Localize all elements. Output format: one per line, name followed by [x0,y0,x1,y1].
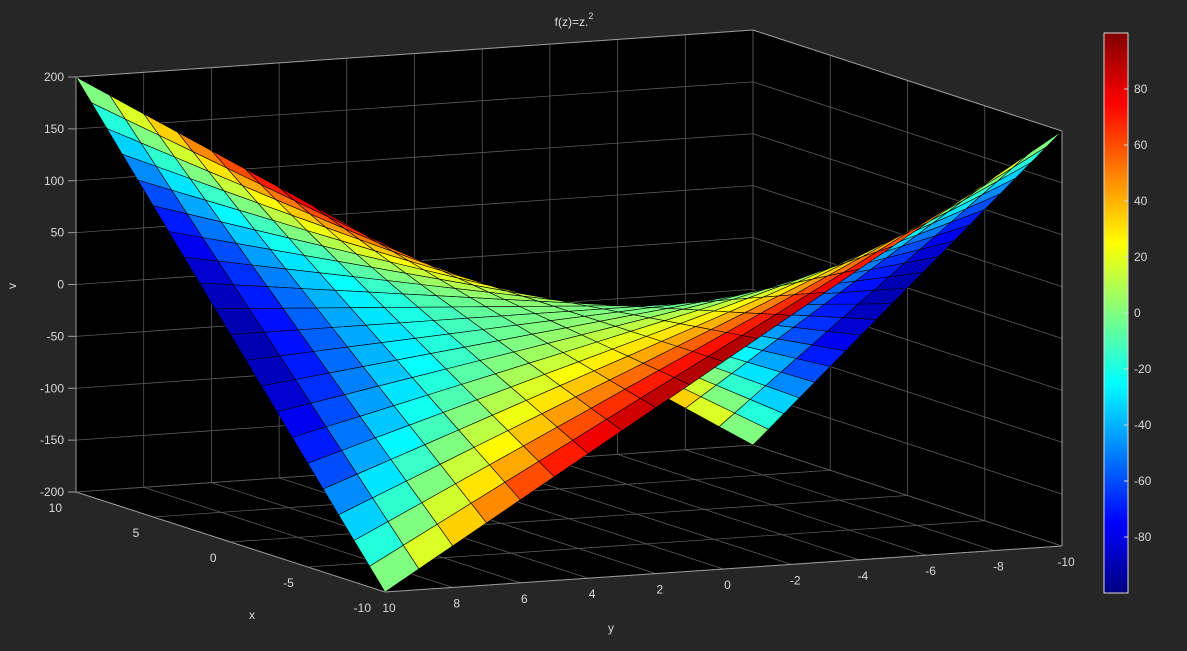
colorbar-tick-label: -80 [1134,530,1152,544]
y-tick-label: 8 [453,596,460,610]
colorbar-tick-label: -60 [1134,474,1152,488]
y-tick-label: 2 [656,583,663,597]
x-tick-label: 10 [49,501,63,515]
colorbar-tick-label: 60 [1134,138,1148,152]
z-tick-label: 50 [51,226,65,240]
y-tick-label: -4 [858,569,869,583]
surface-mesh [75,76,1063,593]
z-tick-label: 150 [44,122,64,136]
z-tick-label: -200 [40,485,64,499]
colorbar-tick-label: 40 [1134,194,1148,208]
x-tick-label: -5 [283,576,294,590]
y-tick-label: 4 [589,587,596,601]
colorbar[interactable]: -80 -60 -40 -20 0 20 40 60 80 [1103,32,1152,594]
colorbar-tick-label: 20 [1134,250,1148,264]
y-tick-label: -10 [1057,555,1075,569]
y-tick-label: -8 [993,560,1004,574]
chart-title: f(z)=z.2 [555,11,594,29]
y-tick-label: -2 [790,573,801,587]
x-tick-label: -10 [354,601,372,615]
x-axis-label: x [249,608,255,622]
y-tick-label: 10 [382,601,396,615]
z-tick-label: -100 [40,381,64,395]
x-tick-label: 0 [210,551,217,565]
colorbar-tick-label: 80 [1134,82,1148,96]
z-tick-label: 0 [57,278,64,292]
colorbar-tick-label: -20 [1134,362,1152,376]
x-tick-label: 5 [133,526,140,540]
y-tick-label: 6 [521,592,528,606]
z-tick-label: -50 [47,329,65,343]
z-tick-label: 100 [44,174,64,188]
z-tick-label: -150 [40,433,64,447]
y-tick-label: -6 [925,564,936,578]
y-axis-label: y [608,621,614,635]
z-axis-label: v [5,283,19,289]
colorbar-tick-label: 0 [1134,306,1141,320]
z-tick-label: 200 [44,70,64,84]
y-tick-label: 0 [724,578,731,592]
colorbar-tick-label: -40 [1134,418,1152,432]
